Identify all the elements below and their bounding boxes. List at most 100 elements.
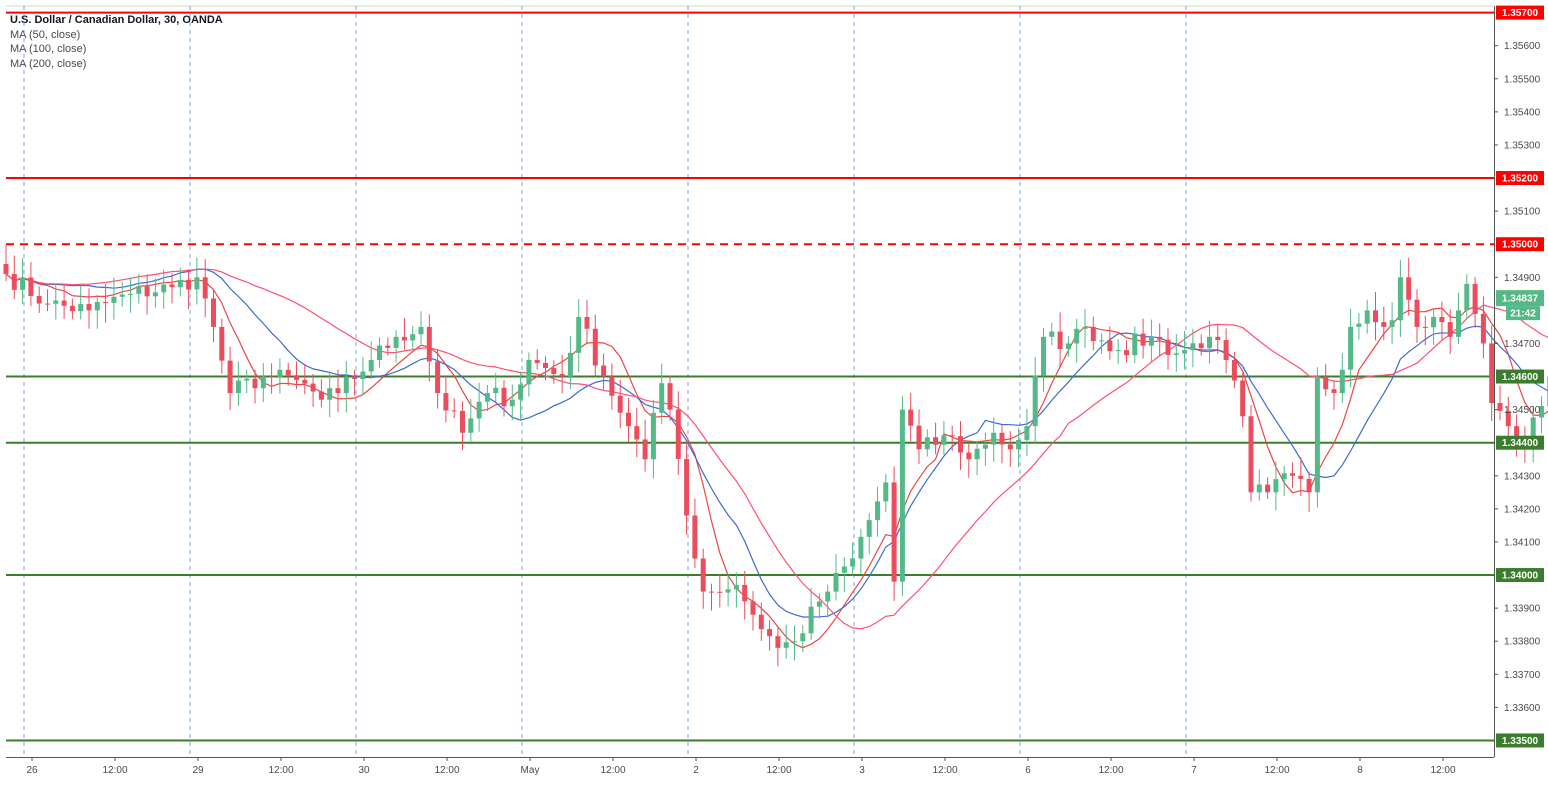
candle-up xyxy=(725,589,731,593)
time-tick-label: 7 xyxy=(1191,765,1197,776)
ma200-legend: MA (200, close) xyxy=(10,57,87,70)
candle-up xyxy=(800,633,806,642)
candle-up xyxy=(161,284,167,293)
candle-down xyxy=(891,482,897,582)
candle-down xyxy=(1215,336,1221,341)
candle-down xyxy=(211,298,216,327)
candle-down xyxy=(186,279,192,290)
candle-up xyxy=(1339,369,1345,394)
candle-down xyxy=(767,629,773,637)
candle-down xyxy=(310,383,316,392)
candle-down xyxy=(252,378,258,389)
level-tag-label: 1.35700 xyxy=(1502,8,1539,19)
candle-down xyxy=(1489,343,1495,404)
candle-down xyxy=(1414,299,1420,327)
candle-up xyxy=(78,304,84,312)
candle-up xyxy=(94,301,100,311)
candle-up xyxy=(128,293,133,295)
candle-down xyxy=(675,409,681,459)
candle-down xyxy=(460,410,465,433)
candle-down xyxy=(758,614,764,630)
candle-down xyxy=(1124,350,1129,356)
candle-down xyxy=(1198,343,1204,349)
candle-up xyxy=(1530,417,1536,450)
candle-up xyxy=(1024,426,1030,440)
candle-up xyxy=(567,352,573,377)
candle-up xyxy=(783,642,789,648)
candle-down xyxy=(401,336,407,341)
candle-up xyxy=(1032,375,1038,427)
time-tick-label: 12:00 xyxy=(1264,765,1289,776)
candle-up xyxy=(244,378,250,381)
candle-up xyxy=(650,412,656,460)
candle-up xyxy=(941,435,947,445)
time-axis[interactable]: 26 12:00 29 12:00 30 12:00 May 12:00 2 12:00 3 12:0… xyxy=(6,757,1494,776)
time-tick-label: 12:00 xyxy=(434,765,459,776)
time-tick-label: 12:00 xyxy=(932,765,957,776)
candle-down xyxy=(908,409,914,426)
candle-down xyxy=(69,305,75,312)
candle-up xyxy=(1456,310,1461,337)
horizontal-levels xyxy=(6,11,1494,742)
price-tags: 1.35700 1.35200 1.35000 1.34600 1.34400 1.340… xyxy=(1496,5,1544,748)
candle-up xyxy=(1356,323,1362,327)
candle-down xyxy=(426,326,432,362)
price-axis[interactable]: 1.35600 1.35500 1.35400 1.35300 1.35100 1.349… xyxy=(1494,6,1541,757)
time-tick-label: 29 xyxy=(192,765,204,776)
candle-up xyxy=(875,501,880,521)
time-tick-label: 6 xyxy=(1025,765,1031,776)
candle-down xyxy=(1298,475,1304,479)
candle-down xyxy=(1090,326,1096,342)
candle-down xyxy=(1290,473,1295,476)
price-tick-label: 1.35500 xyxy=(1504,74,1541,85)
candle-down xyxy=(775,636,781,648)
candle-down xyxy=(933,437,939,445)
candle-down xyxy=(335,388,341,394)
candle-up xyxy=(899,409,905,582)
candle-down xyxy=(1381,322,1387,327)
candle-down xyxy=(949,435,955,437)
candle-up xyxy=(20,277,26,290)
candle-up xyxy=(816,601,822,607)
candle-down xyxy=(285,369,291,376)
ma50-legend: MA (50, close) xyxy=(10,28,81,41)
candle-up xyxy=(360,371,366,380)
price-tick-label: 1.35600 xyxy=(1504,41,1541,52)
candle-up xyxy=(1082,326,1088,329)
candle-up xyxy=(792,641,797,643)
price-tick-label: 1.34200 xyxy=(1504,504,1541,515)
candle-up xyxy=(136,286,142,294)
price-tick-label: 1.35400 xyxy=(1504,107,1541,118)
candle-down xyxy=(709,591,714,593)
candle-up xyxy=(991,432,997,445)
candle-down xyxy=(1472,283,1478,314)
candle-down xyxy=(609,376,615,396)
candle-up xyxy=(177,279,183,288)
day-separators xyxy=(6,5,1494,757)
ma100-line xyxy=(5,268,1548,618)
candle-down xyxy=(1514,426,1520,443)
candle-down xyxy=(750,601,756,615)
candle-down xyxy=(916,425,922,450)
time-tick-label: 3 xyxy=(859,765,865,776)
candle-up xyxy=(1041,336,1046,376)
candle-up xyxy=(468,418,474,433)
candle-up xyxy=(1049,331,1055,337)
chart-legend: U.S. Dollar / Canadian Dollar, 30, OANDA… xyxy=(10,13,223,71)
level-tag-label: 1.35200 xyxy=(1502,174,1539,185)
candle-up xyxy=(1348,326,1354,370)
candle-down xyxy=(501,387,507,407)
candle-up xyxy=(152,292,158,297)
candle-down xyxy=(1497,403,1503,411)
candle-up xyxy=(850,558,856,567)
candle-up xyxy=(1074,328,1080,344)
candle-up xyxy=(833,572,839,592)
candle-down xyxy=(1406,277,1412,300)
candle-down xyxy=(1223,340,1229,360)
candle-down xyxy=(227,360,233,394)
candle-down xyxy=(443,393,449,411)
candle-down xyxy=(36,296,42,304)
candle-down xyxy=(1480,313,1486,344)
price-tick-label: 1.34700 xyxy=(1504,339,1541,350)
